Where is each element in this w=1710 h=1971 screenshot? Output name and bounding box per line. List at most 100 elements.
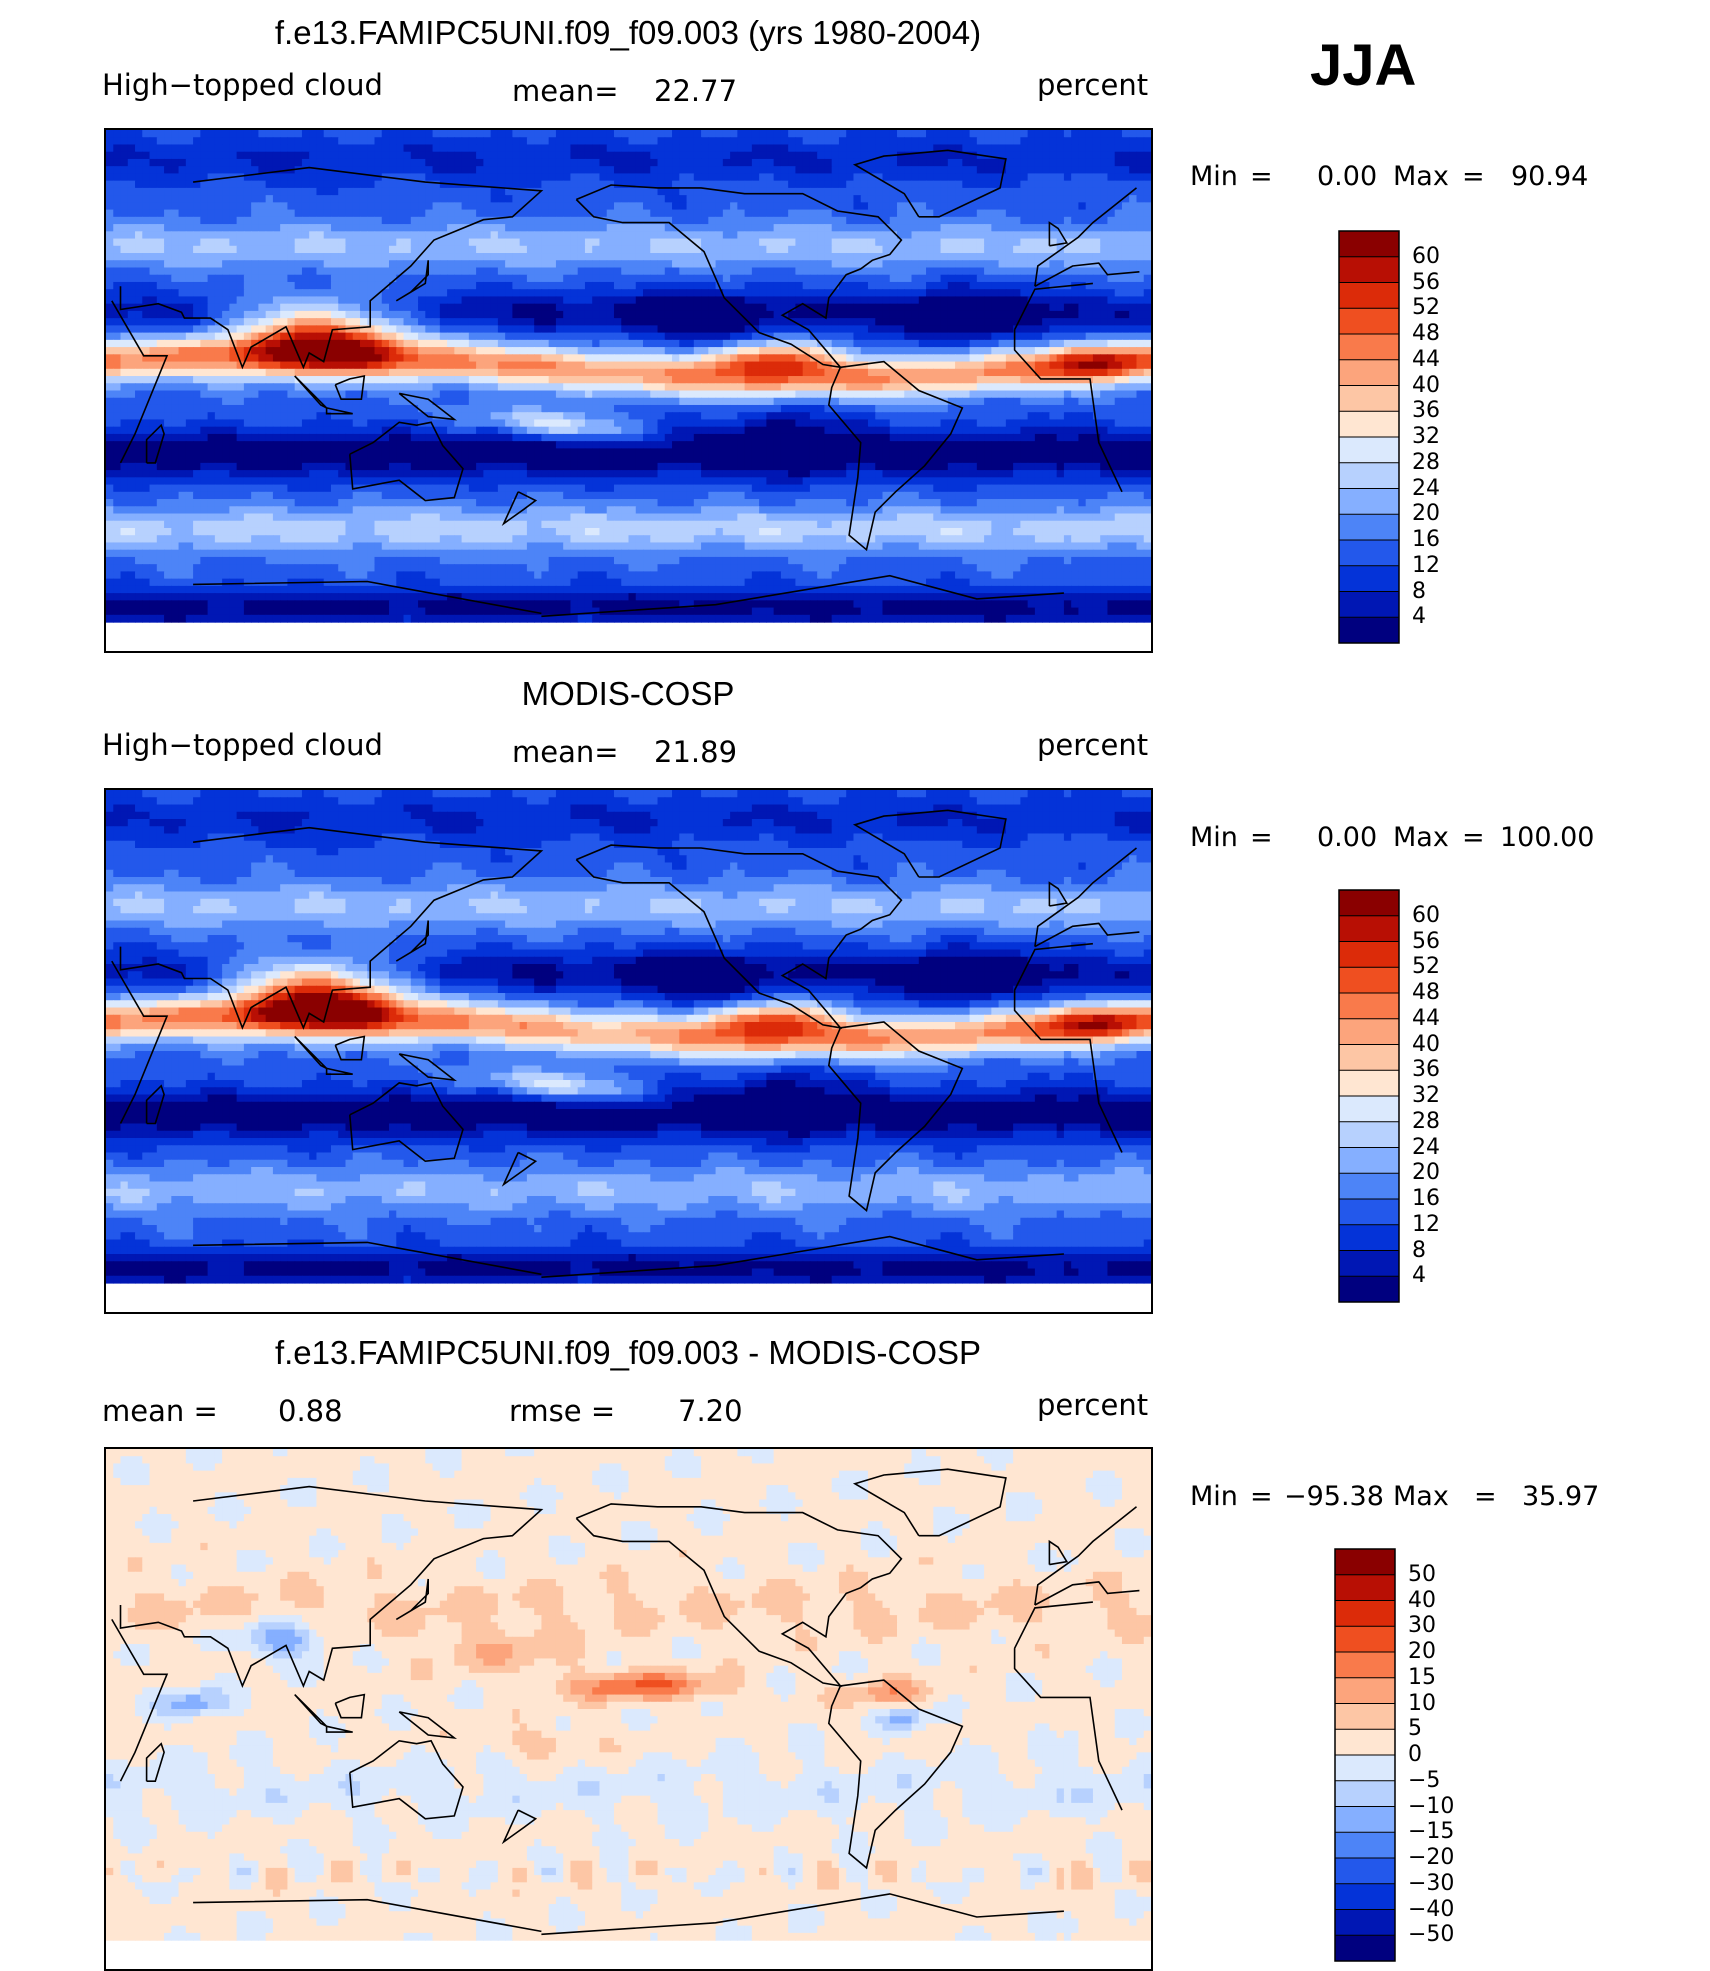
field-cell [679,130,688,138]
field-cell [599,166,608,175]
field-cell [534,151,543,160]
field-cell [135,361,143,370]
field-cell [309,296,318,305]
field-cell [505,376,513,384]
field-cell [773,253,782,261]
field-cell [882,325,891,334]
field-cell [483,376,492,384]
field-cell [468,224,477,232]
field-cell [1114,253,1123,261]
field-cell [185,354,194,363]
field-cell [287,195,296,203]
field-cell [476,238,484,247]
field-cell [367,216,376,225]
field-cell [722,224,731,232]
field-cell [926,354,934,363]
field-cell [621,296,630,305]
field-cell [338,361,347,370]
field-cell [309,166,318,175]
field-cell [185,289,194,298]
field-cell [1143,195,1151,203]
field-cell [860,144,869,153]
field-cell [142,216,151,225]
field-cell [897,267,905,276]
field-cell [222,224,230,232]
field-cell [715,325,724,334]
field-cell [135,368,143,377]
field-cell [882,289,891,298]
field-cell [149,180,158,189]
field-cell [1071,318,1080,326]
field-cell [577,144,586,153]
field-cell [439,216,448,225]
field-cell [795,158,804,167]
field-cell [258,347,267,355]
field-cell [287,310,296,319]
field-cell [403,187,412,196]
field-cell [606,260,615,269]
field-cell [534,195,543,203]
field-cell [316,361,325,370]
field-cell [911,144,920,153]
field-cell [352,231,361,240]
field-cell [751,289,760,298]
field-cell [737,339,746,348]
field-cell [490,151,499,160]
field-cell [541,151,550,160]
field-cell [817,361,826,370]
field-cell [229,296,238,305]
field-cell [947,368,956,377]
field-cell [243,296,252,305]
field-cell [265,144,274,153]
field-cell [359,281,368,290]
field-cell [1027,339,1036,348]
field-cell [1049,245,1058,254]
field-cell [374,253,383,261]
field-cell [359,253,368,261]
field-cell [1143,144,1151,153]
field-cell [686,166,695,175]
field-cell [1027,281,1036,290]
field-cell [657,332,666,341]
field-cell [555,195,564,203]
field-cell [505,187,513,196]
field-cell [381,368,390,377]
field-cell [439,209,448,218]
field-cell [294,180,303,189]
field-cell [701,274,709,283]
field-cell [911,339,920,348]
field-cell [164,339,172,348]
field-cell [1056,339,1065,348]
field-cell [657,347,666,355]
field-cell [1071,202,1080,211]
field-cell [178,166,187,175]
field-cell [193,296,201,305]
field-cell [1114,231,1123,240]
field-cell [352,267,361,276]
field-cell [338,238,347,247]
field-cell [548,224,557,232]
field-cell [838,303,847,312]
field-cell [309,144,318,153]
field-cell [875,310,884,319]
field-cell [120,245,129,254]
field-cell [570,376,579,384]
field-cell [904,158,913,167]
field-cell [976,325,985,334]
field-cell [526,289,535,298]
field-cell [926,347,934,355]
field-cell [606,202,615,211]
field-cell [193,158,201,167]
field-cell [258,187,267,196]
field-cell [222,144,230,153]
field-cell [809,339,818,348]
field-cell [345,281,354,290]
field-cell [846,354,855,363]
field-cell [200,253,209,261]
field-cell [1121,310,1130,319]
field-cell [701,253,709,261]
field-cell [389,151,397,160]
field-cell [947,303,956,312]
field-cell [171,354,180,363]
field-cell [621,144,630,153]
